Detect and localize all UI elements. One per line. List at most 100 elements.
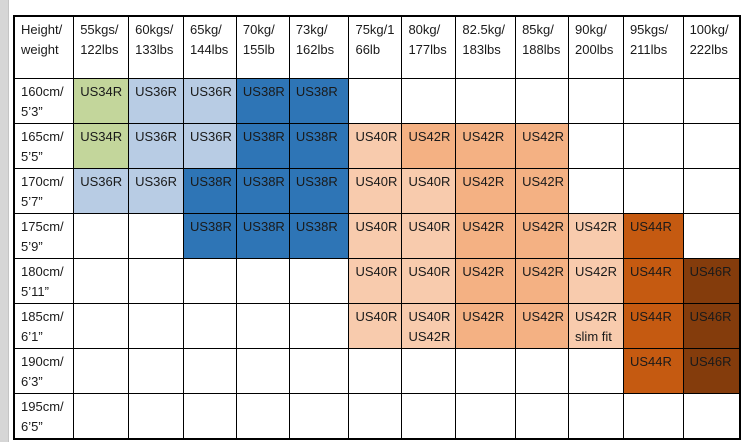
size-cell <box>235 393 290 440</box>
size-cell-line: US46R <box>689 309 732 324</box>
size-cell: US42R <box>455 123 517 169</box>
size-cell: US42R <box>515 213 570 259</box>
col-header-cell-line: 82.5kg/ <box>462 22 506 37</box>
col-header-cell: 60kgs/133lbs <box>128 15 184 79</box>
size-cell: US38R <box>182 213 237 259</box>
size-cell <box>128 393 184 440</box>
size-cell <box>182 258 237 304</box>
row-header-cell: 180cm/5’11” <box>13 258 75 304</box>
row-header-cell-line: 170cm/ <box>21 174 64 189</box>
col-header-cell-line: 66lb <box>355 41 381 57</box>
size-cell: US42R <box>568 213 624 259</box>
size-cell-line: US42R <box>522 219 564 234</box>
size-cell: US40R <box>348 213 403 259</box>
col-header-cell-line: 200lbs <box>575 41 614 57</box>
size-cell <box>348 393 403 440</box>
size-cell-line: US36R <box>135 84 178 99</box>
size-cell <box>73 303 130 349</box>
col-header-cell: 75kg/1 66lb <box>348 15 403 79</box>
size-cell: US44R <box>622 258 684 304</box>
size-cell-line: US36R <box>135 129 178 144</box>
table-row: 165cm/5’5” US34R US36R US36R US38R US38R US40R… <box>13 123 741 169</box>
size-cell-line: US38R <box>295 219 338 234</box>
col-header-cell: 80kg/177lbs <box>401 15 457 79</box>
size-cell: US42R <box>455 258 517 304</box>
col-header-cell: 82.5kg/183lbs <box>455 15 517 79</box>
size-cell-line: US40R <box>355 129 398 144</box>
size-cell <box>622 123 684 169</box>
col-header-cell-line: 70kg/ <box>242 22 275 37</box>
size-cell: US36R <box>128 123 184 169</box>
size-cell-line: US40R <box>355 174 398 189</box>
size-cell-line: US40R <box>408 264 451 279</box>
size-cell: US46R <box>682 258 741 304</box>
col-header-cell-line: 155lb <box>242 41 275 57</box>
page-edge-strip <box>0 0 9 442</box>
corner-header-cell-line: weight <box>21 41 59 57</box>
size-cell: US42R <box>568 258 624 304</box>
row-header-cell: 165cm/5’5” <box>13 123 75 169</box>
size-cell-line: US36R <box>135 174 178 189</box>
table-row: 190cm/6’3” US44R US46R <box>13 348 741 394</box>
size-cell: US38R <box>288 168 350 214</box>
size-cell: US42R slim fit <box>568 303 624 349</box>
size-cell-line: US40R <box>355 309 398 324</box>
col-header-cell-line: 100kg/ <box>689 22 729 37</box>
row-header-cell-line: 6’1” <box>21 328 43 344</box>
size-cell-line: US44R <box>629 264 672 279</box>
size-cell <box>128 258 184 304</box>
col-header-cell-line: 55kgs/ <box>80 22 119 37</box>
size-cell: US42R <box>515 258 570 304</box>
size-cell <box>682 78 741 124</box>
size-cell <box>568 78 624 124</box>
size-cell-line: US38R <box>189 174 232 189</box>
size-cell <box>182 348 237 394</box>
size-cell-line: US38R <box>242 129 285 144</box>
size-cell-line: US38R <box>295 174 338 189</box>
size-cell-line: US38R <box>295 84 338 99</box>
size-cell: US40R <box>348 258 403 304</box>
row-header-cell-line: 190cm/ <box>21 354 64 369</box>
size-cell-line: US38R <box>295 129 338 144</box>
col-header-cell-line: 222lbs <box>689 41 728 57</box>
size-cell-line: US38R <box>189 219 232 234</box>
size-cell <box>401 78 457 124</box>
row-header-cell: 190cm/6’3” <box>13 348 75 394</box>
size-cell <box>288 348 350 394</box>
size-cell <box>288 258 350 304</box>
size-cell-line: US36R <box>189 129 232 144</box>
size-cell-line: US42R <box>575 309 617 324</box>
size-cell <box>348 348 403 394</box>
size-cell: US36R <box>128 78 184 124</box>
size-cell-line: US42R <box>462 219 505 234</box>
col-header-cell-line: 183lbs <box>462 41 501 57</box>
size-cell-line: US42R <box>575 264 617 279</box>
size-cell-line: US38R <box>242 84 285 99</box>
size-cell-line: US40R <box>408 219 451 234</box>
col-header-cell-line: 95kgs/ <box>629 22 669 37</box>
size-cell-line: US34R <box>80 129 123 144</box>
row-header-cell-line: 5’3” <box>21 103 43 119</box>
size-cell: US40R <box>401 168 457 214</box>
size-cell: US36R <box>182 123 237 169</box>
size-cell <box>288 393 350 440</box>
size-cell: US38R <box>235 123 290 169</box>
size-cell-line: US44R <box>629 354 672 369</box>
size-cell <box>622 168 684 214</box>
size-cell <box>455 78 517 124</box>
size-cell <box>515 393 570 440</box>
size-cell <box>182 303 237 349</box>
row-header-cell: 170cm/5’7” <box>13 168 75 214</box>
row-header-cell-line: 6’5” <box>21 418 43 434</box>
size-cell-line: US42R <box>522 309 564 324</box>
row-header-cell-line: 175cm/ <box>21 219 64 234</box>
row-header-cell-line: 5’9” <box>21 238 43 254</box>
size-cell-line: US38R <box>242 219 285 234</box>
row-header-cell: 195cm/6’5” <box>13 393 75 440</box>
table-row: 160cm/5’3” US34R US36R US36R US38R US38R <box>13 78 741 124</box>
row-header-cell-line: 160cm/ <box>21 84 64 99</box>
row-header-cell-line: 5’7” <box>21 193 43 209</box>
col-header-cell: 73kg/162lbs <box>288 15 350 79</box>
size-cell: US38R <box>288 123 350 169</box>
size-cell: US38R <box>235 168 290 214</box>
